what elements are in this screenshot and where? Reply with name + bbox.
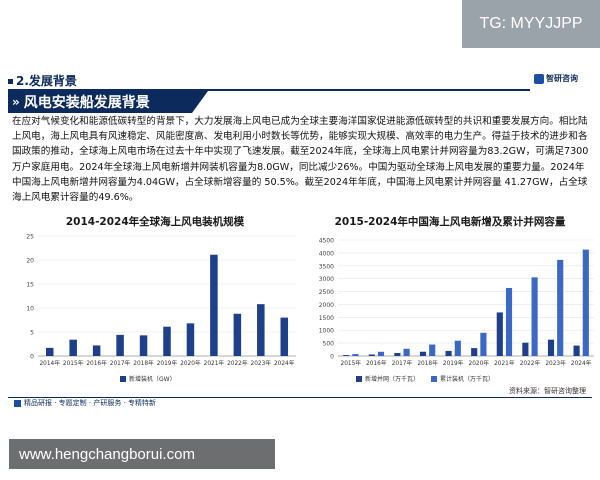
bar xyxy=(573,345,580,356)
y-tick-label: 4000 xyxy=(319,250,334,257)
bar xyxy=(429,344,436,356)
x-tick-label: 2019年 xyxy=(443,359,464,367)
y-tick-label: 3500 xyxy=(319,263,334,270)
bar xyxy=(522,342,529,356)
bar xyxy=(343,355,350,356)
y-tick-label: 1500 xyxy=(319,315,334,322)
y-tick-label: 0 xyxy=(30,354,34,361)
footer-text: 精品研报 · 专题定制 · 产研服务 · 专精特新 xyxy=(24,399,157,407)
x-tick-label: 2020年 xyxy=(180,359,201,367)
bar xyxy=(280,317,289,356)
footer-logo-icon xyxy=(14,399,21,407)
x-tick-label: 2018年 xyxy=(417,359,438,367)
y-tick-label: 2500 xyxy=(319,289,334,296)
bar xyxy=(257,304,265,356)
x-tick-label: 2024年 xyxy=(571,359,592,367)
legend-swatch xyxy=(431,376,437,382)
y-tick-label: 5 xyxy=(30,330,34,337)
x-tick-label: 2020年 xyxy=(469,359,490,367)
footer-tagline: 精品研报 · 专题定制 · 产研服务 · 专精特新 xyxy=(14,398,156,408)
chevron-right-icon: » xyxy=(12,95,20,109)
bar xyxy=(531,277,538,356)
chart-2-china-grid: 0 500 1000 1500 2000 2500 3000 3500 4000 4500 2015… xyxy=(319,238,594,383)
x-tick-label: 2022年 xyxy=(520,359,541,367)
y-tick-label: 10 xyxy=(26,306,34,313)
y-tick-label: 4500 xyxy=(319,238,334,245)
body-paragraph: 在应对气候变化和能源低碳转型的背景下，大力发展海上风电已成为全球主要海洋国家促进… xyxy=(12,116,589,204)
section-title-text: 2.发展背景 xyxy=(16,73,77,88)
banner-title: 风电安装船发展背景 xyxy=(23,95,150,111)
bar xyxy=(480,332,487,356)
bar xyxy=(116,334,124,356)
y-tick-label: 2000 xyxy=(319,302,334,309)
x-tick-label: 2016年 xyxy=(366,359,387,367)
bar xyxy=(471,348,478,356)
bar xyxy=(368,354,375,356)
bar xyxy=(377,351,385,356)
bar xyxy=(139,335,148,356)
x-tick-label: 2014年 xyxy=(39,359,60,367)
x-tick-label: 2024年 xyxy=(274,359,295,367)
logo-text: 智研咨询 xyxy=(546,74,578,83)
y-tick-label: 20 xyxy=(26,258,34,265)
legend-label: 新增装机（GW） xyxy=(129,375,176,383)
bar xyxy=(419,351,427,356)
bar xyxy=(496,312,503,356)
bar xyxy=(69,339,77,356)
logo-icon xyxy=(534,73,544,84)
y-tick-label: 0 xyxy=(330,354,334,361)
x-tick-label: 2015年 xyxy=(63,359,84,367)
y-tick-label: 3000 xyxy=(319,276,334,283)
section-title: 2.发展背景 xyxy=(8,72,77,89)
x-tick-label: 2019年 xyxy=(157,359,178,367)
x-tick-label: 2017年 xyxy=(110,359,131,367)
bar xyxy=(92,345,101,356)
chart-2-title: 2015-2024年中国海上风电新增及累计并网容量 xyxy=(334,216,566,228)
x-tick-label: 2022年 xyxy=(227,359,248,367)
legend-label: 新增并网（万千瓦） xyxy=(365,375,419,383)
header-divider xyxy=(8,89,530,91)
chart-1-title: 2014-2024年全球海上风电装机规模 xyxy=(65,216,245,228)
bar xyxy=(233,313,242,356)
x-tick-label: 2021年 xyxy=(494,359,515,367)
bar xyxy=(210,254,218,356)
x-tick-label: 2018年 xyxy=(133,359,154,367)
bar xyxy=(45,347,54,356)
bar xyxy=(505,287,513,356)
y-tick-label: 1000 xyxy=(319,328,334,335)
y-tick-label: 500 xyxy=(323,341,335,348)
x-tick-label: 2016年 xyxy=(86,359,107,367)
brand-logo: 智研咨询 xyxy=(534,73,578,84)
legend-swatch xyxy=(356,376,362,382)
x-tick-label: 2023年 xyxy=(251,359,272,367)
x-tick-label: 2023年 xyxy=(545,359,566,367)
chart-1-global-installed: 0 5 10 15 20 25 2014年 2015年 2016年 2017年 2018年 2019年… xyxy=(26,234,296,383)
bar xyxy=(582,249,589,356)
y-tick-label: 25 xyxy=(26,234,34,241)
source-note: 资料来源：智研咨询整理 xyxy=(509,387,586,395)
bar xyxy=(557,259,564,356)
bar xyxy=(547,339,555,356)
square-bullet-icon xyxy=(8,78,13,84)
url-watermark: www.hengchangborui.com xyxy=(9,439,275,469)
bar xyxy=(352,354,359,356)
legend-label: 累计装机（万千瓦） xyxy=(440,375,494,383)
legend-swatch xyxy=(120,376,126,382)
bar xyxy=(445,350,452,356)
y-tick-label: 15 xyxy=(26,282,34,289)
tg-badge: TG: MYYJJPP xyxy=(462,0,600,48)
banner: » 风电安装船发展背景 xyxy=(8,91,208,113)
section-header: 2.发展背景 xyxy=(0,70,600,90)
bar xyxy=(163,326,171,356)
x-tick-label: 2021年 xyxy=(204,359,225,367)
bar xyxy=(454,340,461,356)
bar xyxy=(186,323,195,356)
footer-divider xyxy=(8,397,592,398)
x-tick-label: 2015年 xyxy=(341,359,362,367)
x-tick-label: 2017年 xyxy=(392,359,413,367)
bar xyxy=(394,352,401,356)
bar xyxy=(403,348,410,356)
